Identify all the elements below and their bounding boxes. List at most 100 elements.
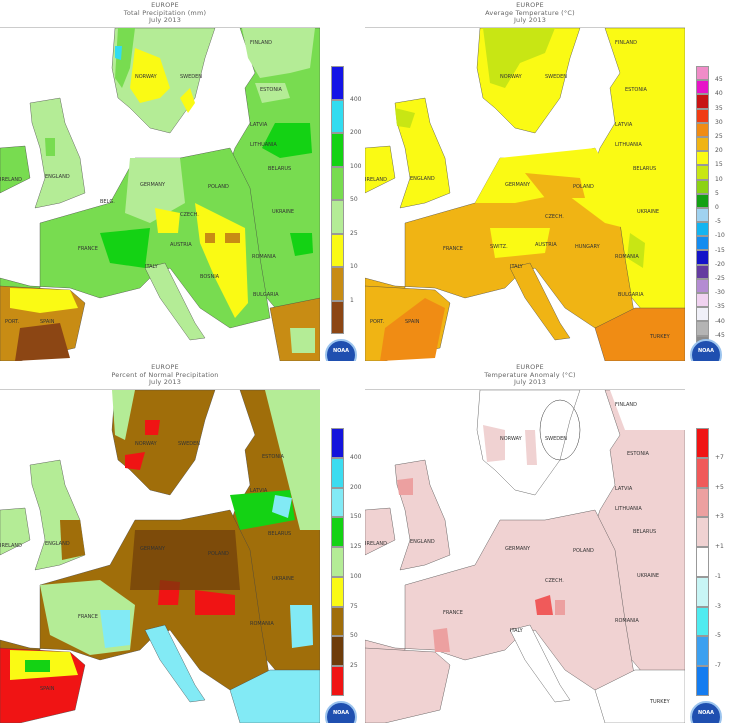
svg-text:FINLAND: FINLAND (615, 402, 637, 408)
svg-text:ITALY: ITALY (510, 628, 524, 634)
map-title: EUROPE Total Precipitation (mm) July 201… (0, 1, 330, 25)
legend-tick-label: -5 (715, 218, 721, 226)
svg-text:SWEDEN: SWEDEN (180, 74, 202, 80)
svg-text:UKRAINE: UKRAINE (272, 576, 294, 582)
legend-swatch (696, 576, 709, 607)
svg-text:POLAND: POLAND (208, 184, 229, 190)
legend-tick-label: -25 (715, 275, 725, 282)
svg-text:IRELAND: IRELAND (365, 541, 387, 547)
panel-percent-normal-precipitation: EUROPE Percent of Normal Precipitation J… (0, 362, 365, 724)
legend-tick-label: 40 (715, 90, 723, 98)
svg-text:NORWAY: NORWAY (135, 74, 158, 80)
legend-swatch (331, 99, 344, 133)
svg-text:BELARUS: BELARUS (633, 529, 656, 535)
europe-map-svg: NORWAY SWEDEN FINLAND ESTONIA LATVIA LITHUA… (365, 28, 685, 361)
title-region: EUROPE (151, 363, 179, 371)
legend-tick-label: 15 (715, 161, 723, 169)
legend-tick-label: -7 (715, 662, 721, 670)
svg-text:LATVIA: LATVIA (615, 122, 633, 128)
legend-swatch (696, 193, 709, 208)
legend-tick-label: -3 (715, 602, 721, 610)
temperature-anomaly-legend: +7 +5 +3 +1 -1 -3 -5 -7 (696, 428, 730, 696)
legend-tick-label: 1 (350, 296, 354, 304)
title-variable: Temperature Anomaly (°C) (484, 370, 576, 379)
svg-text:FINLAND: FINLAND (615, 40, 637, 46)
legend-swatch (696, 151, 709, 166)
legend-swatch (696, 165, 709, 180)
svg-text:SWEDEN: SWEDEN (545, 436, 567, 442)
legend-tick-label: -15 (715, 246, 725, 254)
legend-swatch (696, 250, 709, 265)
svg-text:LATVIA: LATVIA (615, 486, 633, 492)
europe-map-svg: NORWAY SWEDEN FINLAND ESTONIA LATVIA LITHUA… (0, 28, 320, 361)
legend-tick-label: -30 (715, 289, 725, 297)
svg-text:SPAIN: SPAIN (405, 319, 420, 325)
legend-swatch (696, 66, 709, 81)
svg-text:BULGARIA: BULGARIA (618, 292, 644, 298)
legend-swatch (331, 666, 344, 696)
temperature-anomaly-map: NORWAY SWEDEN FINLAND ESTONIA LATVIA LITHUA… (365, 389, 685, 723)
svg-text:SPAIN: SPAIN (40, 686, 55, 692)
title-period: July 2013 (513, 378, 547, 386)
legend-swatches: 400 200 150 125 100 75 50 25 (331, 428, 365, 696)
svg-text:IRELAND: IRELAND (0, 543, 22, 549)
svg-text:SWEDEN: SWEDEN (545, 74, 567, 80)
svg-text:LATVIA: LATVIA (250, 122, 268, 128)
svg-text:FRANCE: FRANCE (78, 614, 98, 620)
title-period: July 2013 (148, 16, 182, 24)
svg-text:HUNGARY: HUNGARY (575, 244, 601, 250)
legend-tick-label: 10 (715, 175, 723, 183)
legend-swatch (696, 487, 709, 518)
legend-swatch (331, 233, 344, 267)
noaa-logo: NOAA (687, 337, 725, 361)
temperature-legend: 45 40 35 30 25 20 15 10 5 0 -5 -10 -15 -20 -25 -30 -35 -4… (696, 66, 730, 350)
svg-text:UKRAINE: UKRAINE (637, 209, 659, 215)
svg-text:IRELAND: IRELAND (0, 177, 22, 183)
title-period: July 2013 (513, 16, 547, 24)
svg-text:GERMANY: GERMANY (140, 182, 166, 188)
legend-swatch (331, 487, 344, 518)
svg-text:CZECH.: CZECH. (545, 214, 564, 220)
svg-text:ENGLAND: ENGLAND (45, 541, 70, 547)
svg-text:UKRAINE: UKRAINE (637, 573, 659, 579)
svg-text:ITALY: ITALY (510, 264, 524, 270)
legend-tick-label: -5 (715, 632, 721, 640)
map-title: EUROPE Average Temperature (°C) July 201… (365, 1, 695, 25)
map-title: EUROPE Temperature Anomaly (°C) July 201… (365, 363, 695, 387)
legend-swatch (331, 606, 344, 637)
legend-swatch (696, 517, 709, 548)
svg-text:GERMANY: GERMANY (505, 182, 531, 188)
panel-total-precipitation: EUROPE Total Precipitation (mm) July 201… (0, 0, 365, 362)
svg-text:CZECH.: CZECH. (180, 212, 199, 218)
legend-swatch (696, 666, 709, 696)
svg-text:BULGARIA: BULGARIA (253, 292, 279, 298)
svg-text:FRANCE: FRANCE (78, 246, 98, 252)
legend-tick-label: 50 (350, 632, 358, 640)
legend-tick-label: 45 (715, 76, 723, 84)
svg-text:AUSTRIA: AUSTRIA (170, 242, 192, 248)
legend-swatch (696, 207, 709, 223)
svg-text:LITHUANIA: LITHUANIA (615, 506, 642, 512)
legend-swatch (696, 547, 709, 577)
svg-text:LITHUANIA: LITHUANIA (615, 142, 642, 148)
svg-text:BELARUS: BELARUS (268, 531, 291, 537)
title-region: EUROPE (151, 1, 179, 9)
legend-swatch (696, 293, 709, 308)
svg-text:ROMANIA: ROMANIA (615, 254, 639, 260)
noaa-logo: NOAA (322, 337, 360, 361)
svg-text:SWITZ.: SWITZ. (490, 244, 508, 250)
legend-swatch (331, 166, 344, 200)
svg-text:ENGLAND: ENGLAND (45, 174, 70, 180)
title-variable: Average Temperature (°C) (485, 8, 575, 17)
svg-text:BELARUS: BELARUS (633, 166, 656, 172)
legend-tick-label: 30 (715, 118, 723, 126)
svg-text:BELARUS: BELARUS (268, 166, 291, 172)
legend-swatch (331, 200, 344, 234)
europe-map-svg: NORWAY SWEDEN ESTONIA LATVIA BELARUS ENGLAN… (0, 390, 320, 723)
svg-text:NORWAY: NORWAY (500, 436, 523, 442)
legend-swatch (696, 321, 709, 336)
legend-tick-label: 100 (350, 572, 362, 580)
legend-swatch (696, 428, 709, 458)
legend-swatch (331, 133, 344, 167)
title-region: EUROPE (516, 1, 544, 9)
